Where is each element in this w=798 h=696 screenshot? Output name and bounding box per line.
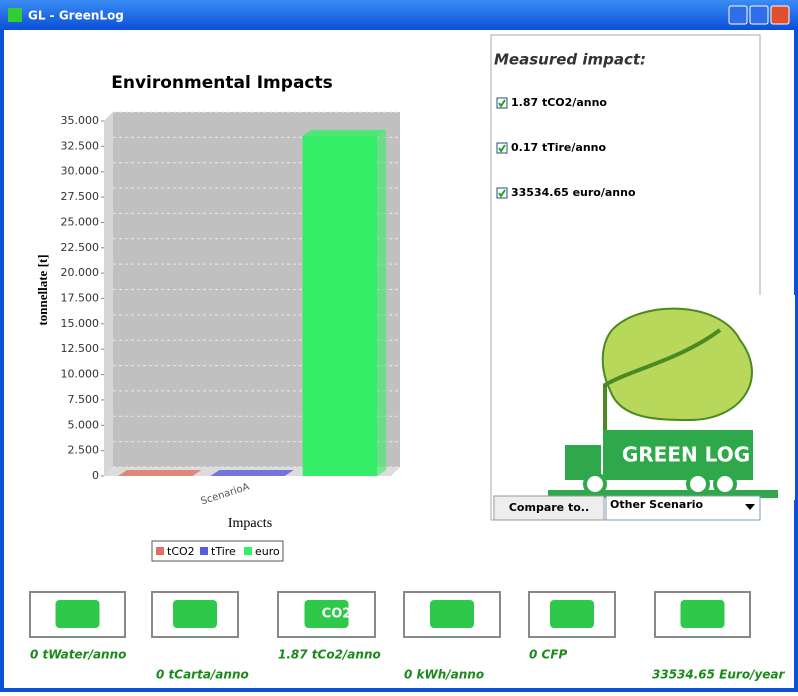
impact-item: 0.17 tTire/anno <box>511 141 606 154</box>
legend-swatch <box>200 547 208 555</box>
y-axis-label: tonnellate [t] <box>35 254 50 325</box>
indicator-label: 0 kWh/anno <box>404 668 484 682</box>
minimize-button[interactable] <box>729 6 747 24</box>
indicator-glyph <box>173 600 217 628</box>
indicator-label: 1.87 tCo2/anno <box>278 648 381 662</box>
logo-text: GREEN LOG <box>622 443 750 467</box>
y-tick-label: 12.500 <box>61 342 100 355</box>
legend-label: tCO2 <box>167 545 195 558</box>
legend-swatch <box>156 547 164 555</box>
bar <box>210 470 293 476</box>
indicator-badge: CO2 <box>322 607 352 622</box>
y-tick-label: 35.000 <box>61 114 100 127</box>
indicator-label: 0 tWater/anno <box>30 648 126 662</box>
y-tick-label: 7.500 <box>68 393 100 406</box>
legend-label: euro <box>255 545 280 558</box>
bar-top <box>118 470 201 476</box>
bar-front <box>303 136 377 476</box>
y-tick-label: 15.000 <box>61 317 100 330</box>
logo: GREEN LOG <box>545 295 795 500</box>
logo-wheel <box>715 474 735 494</box>
bar <box>303 130 386 476</box>
indicator-glyph <box>430 600 474 628</box>
y-tick-label: 2.500 <box>68 444 100 457</box>
y-tick-label: 27.500 <box>61 190 100 203</box>
y-tick-label: 22.500 <box>61 241 100 254</box>
bar-top <box>303 130 386 136</box>
logo-wheel <box>585 474 605 494</box>
window-title: GL - GreenLog <box>28 9 124 23</box>
y-tick-label: 0 <box>92 469 99 482</box>
indicator-label: 0 tCarta/anno <box>156 668 249 682</box>
panel-title: Measured impact: <box>494 51 646 69</box>
legend-swatch <box>244 547 252 555</box>
y-tick-label: 32.500 <box>61 139 100 152</box>
bar-top <box>210 470 293 476</box>
indicator-label: 33534.65 Euro/year <box>652 668 786 682</box>
compare-choice: Other Scenario <box>610 498 704 511</box>
y-tick-label: 5.000 <box>68 418 100 431</box>
indicator-glyph <box>56 600 100 628</box>
legend-items: tCO2 tTire euro <box>156 545 280 558</box>
plot-side <box>104 112 113 476</box>
logo-leaf <box>603 309 752 420</box>
legend-label: tTire <box>211 545 236 558</box>
impact-item: 1.87 tCO2/anno <box>511 96 607 109</box>
app-window: GL - GreenLog Environmental Impacts tonn… <box>0 0 798 692</box>
plot: 0 2.500 5.000 7.500 10.000 12.500 15.000 17.500… <box>61 112 401 507</box>
app-icon <box>8 8 22 22</box>
bar-side <box>377 130 386 476</box>
maximize-button[interactable] <box>750 6 768 24</box>
impact-item: 33534.65 euro/anno <box>511 186 636 199</box>
y-tick-label: 20.000 <box>61 266 100 279</box>
chart-title: Environmental Impacts <box>111 73 332 93</box>
logo-wheel <box>688 474 708 494</box>
bar <box>118 470 201 476</box>
x-axis-label: Impacts <box>228 516 272 531</box>
indicator-glyph <box>550 600 594 628</box>
y-tick-label: 17.500 <box>61 292 100 305</box>
compare-button-label: Compare to.. <box>509 501 589 514</box>
indicator-label: 0 CFP <box>529 648 568 662</box>
y-tick-label: 10.000 <box>61 368 100 381</box>
close-button[interactable] <box>771 6 789 24</box>
indicator-glyph <box>681 600 725 628</box>
y-tick-label: 30.000 <box>61 165 100 178</box>
y-tick-label: 25.000 <box>61 215 100 228</box>
